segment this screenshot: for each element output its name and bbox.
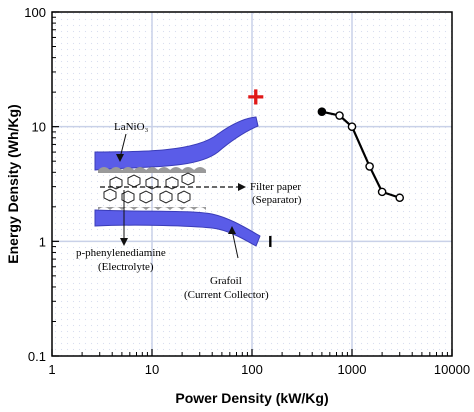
electrolyte-molecules: [103, 172, 195, 204]
x-tick-label: 10000: [434, 362, 470, 377]
electrolyte-arrowhead: [120, 238, 128, 246]
annotation-lanio3: LaNiO₃: [114, 121, 149, 133]
minus-sign: −: [258, 235, 283, 248]
y-axis-title: Energy Density (Wh/Kg): [5, 104, 21, 263]
data-series: [317, 107, 405, 203]
y-tick-label: 100: [24, 5, 46, 20]
plus-sign: +: [247, 81, 265, 114]
lanio3-arrowhead: [116, 154, 124, 162]
device-schematic: [94, 116, 261, 259]
data-point: [377, 187, 387, 197]
annotation-current-collector: (Current Collector): [184, 289, 269, 301]
x-tick-label: 10: [145, 362, 159, 377]
annotation-electrolyte-name: p-phenylenediamine: [76, 247, 166, 259]
collector-arrowhead: [228, 226, 236, 234]
bottom-active-layer: [98, 207, 206, 210]
annotation-filter-paper: Filter paper: [250, 181, 301, 193]
annotation-electrolyte: (Electrolyte): [98, 261, 154, 273]
x-tick-label: 100: [241, 362, 263, 377]
data-point: [395, 193, 405, 203]
annotation-grafoil: Grafoil: [210, 275, 242, 287]
annotation-separator: (Separator): [252, 194, 302, 206]
data-point: [335, 111, 344, 120]
x-tick-label: 1: [48, 362, 55, 377]
data-point: [317, 107, 327, 117]
top-active-layer: [98, 167, 206, 173]
collector-pointer: [231, 229, 239, 259]
data-point: [347, 122, 357, 131]
y-tick-label: 1: [39, 234, 46, 249]
top-electrode: [94, 116, 259, 171]
x-axis-title: Power Density (kW/Kg): [175, 390, 328, 406]
annotations: LaNiO₃ Filter paper (Separator) p-phenyl…: [76, 121, 302, 301]
y-tick-label: 10: [32, 120, 46, 135]
separator-arrowhead: [238, 183, 246, 191]
bottom-electrode: [94, 209, 261, 247]
y-tick-label: 0.1: [28, 349, 46, 364]
x-tick-label: 1000: [338, 362, 367, 377]
data-point: [365, 162, 374, 171]
